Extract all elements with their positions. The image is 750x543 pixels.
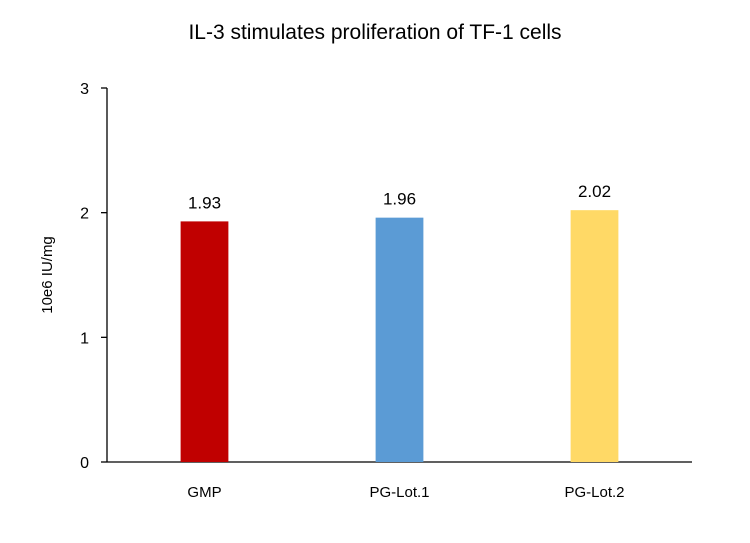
- x-tick-label-1: PG-Lot.1: [369, 484, 429, 501]
- chart-title: IL-3 stimulates proliferation of TF-1 ce…: [188, 21, 561, 44]
- bar-gmp: [180, 221, 229, 462]
- y-axis-label: 10e6 IU/mg: [39, 236, 56, 314]
- x-tick-labels: GMP PG-Lot.1 PG-Lot.2: [187, 484, 624, 501]
- y-tick-label-3: 3: [80, 81, 89, 98]
- data-labels: 1.93 1.96 2.02: [188, 182, 611, 212]
- bar-pg-lot-2: [570, 210, 619, 462]
- bars: [180, 210, 619, 462]
- x-tick-label-2: PG-Lot.2: [564, 484, 624, 501]
- data-label-2: 2.02: [578, 182, 611, 201]
- y-tick-label-2: 2: [80, 206, 89, 223]
- y-tick-label-1: 1: [80, 330, 89, 347]
- y-tick-label-0: 0: [80, 455, 89, 472]
- x-tick-label-0: GMP: [187, 484, 221, 501]
- data-label-1: 1.96: [383, 190, 416, 209]
- bar-pg-lot-1: [375, 217, 424, 462]
- y-ticks: 0 1 2 3: [80, 81, 107, 472]
- data-label-0: 1.93: [188, 193, 221, 212]
